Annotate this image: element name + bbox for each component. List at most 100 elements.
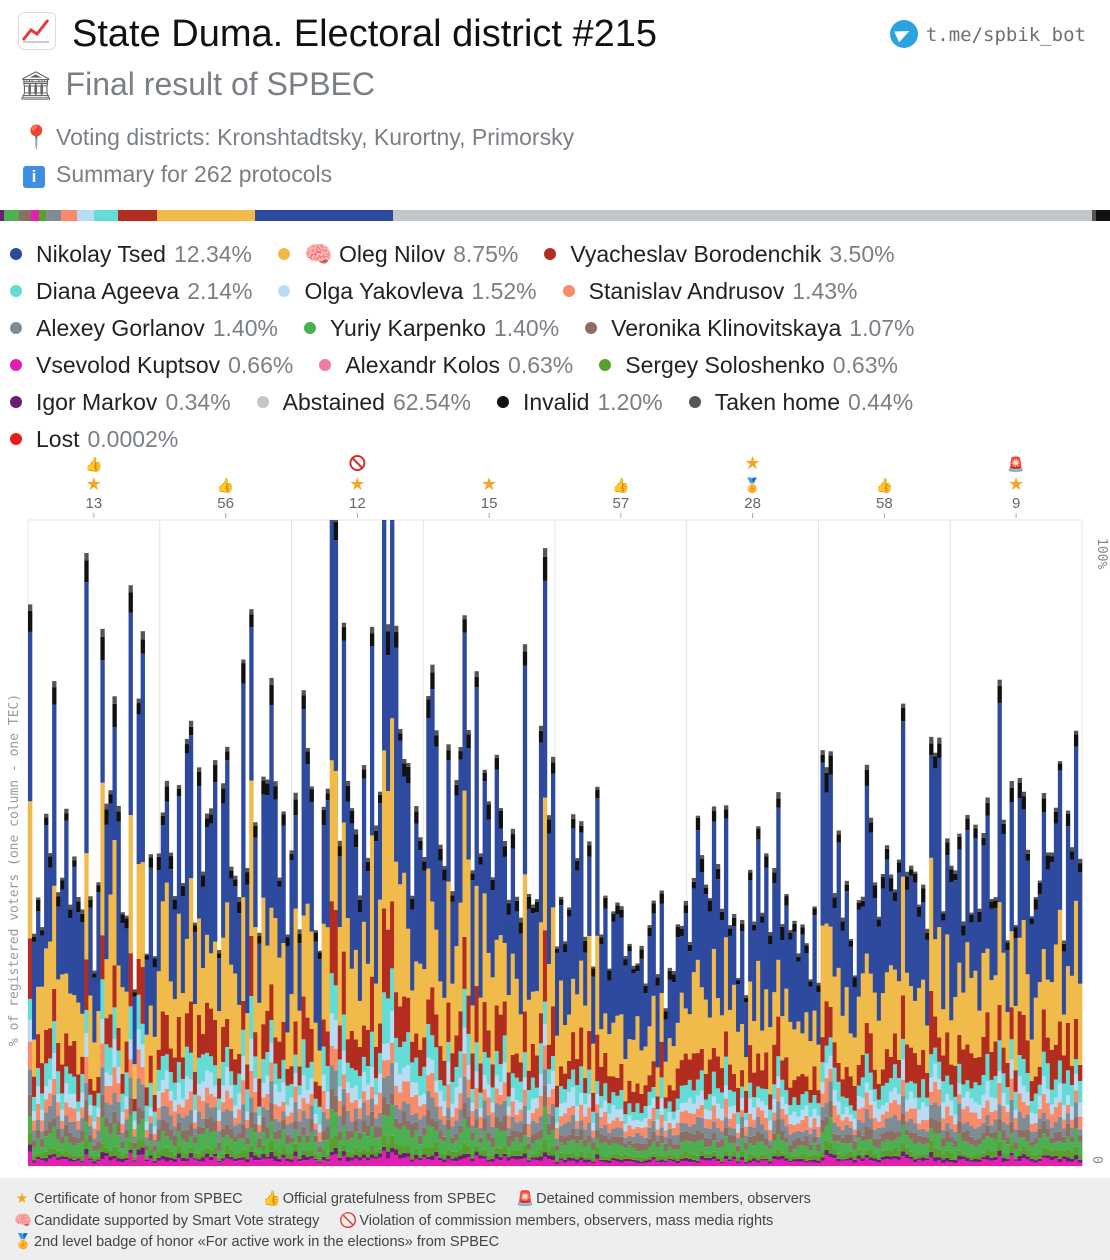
bar-segment-karpenko: [639, 1150, 644, 1157]
bar-segment-taken_home: [430, 664, 435, 673]
bar-segment-yakovleva: [273, 1084, 278, 1105]
bar-segment-borodenchik: [627, 1080, 632, 1104]
bar-segment-yakovleva: [611, 1105, 616, 1121]
bar-segment-ageeva: [683, 1085, 689, 1103]
bar-segment-taken_home: [647, 925, 652, 928]
bar-segment-taken_home: [828, 751, 833, 756]
bar-segment-soloshenko: [892, 1148, 898, 1156]
bar-segment-invalid: [1017, 782, 1022, 799]
bar-segment-borodenchik: [780, 1060, 785, 1080]
bar-segment-gorlanov: [583, 1129, 588, 1140]
bar-segment-borodenchik: [752, 1072, 757, 1098]
bar-segment-andrusov: [760, 1110, 765, 1125]
bar-segment-nilov: [1073, 900, 1079, 1019]
bar-segment-kuptsov: [679, 1161, 685, 1166]
bar-segment-karpenko: [579, 1140, 584, 1152]
bar-segment-soloshenko: [450, 1151, 455, 1159]
bar-segment-nilov: [36, 986, 41, 1035]
bar-segment-andrusov: [575, 1121, 580, 1129]
bar-segment-ageeva: [357, 1076, 363, 1100]
bar-segment-karpenko: [820, 1132, 825, 1152]
bar-segment-taken_home: [410, 895, 415, 899]
bar-segment-invalid: [695, 817, 701, 831]
bar-segment-borodenchik: [937, 1037, 942, 1062]
telegram-link[interactable]: t.me/spbik_bot: [889, 20, 1086, 48]
bar-segment-gorlanov: [438, 1119, 443, 1131]
bar-segment-andrusov: [812, 1118, 817, 1129]
bar-segment-taken_home: [196, 767, 202, 772]
bar-segment-invalid: [884, 848, 890, 860]
bar-segment-karpenko: [957, 1133, 962, 1151]
bar-segment-soloshenko: [192, 1152, 198, 1159]
bar-segment-nilov: [876, 1020, 882, 1084]
bar-segment-soloshenko: [534, 1153, 540, 1158]
bar-segment-yakovleva: [615, 1109, 620, 1118]
bar-segment-nilov: [868, 973, 874, 1034]
bar-segment-borodenchik: [683, 1053, 689, 1086]
bar-segment-karpenko: [96, 1149, 101, 1156]
bar-segment-andrusov: [639, 1127, 644, 1136]
bar-segment-borodenchik: [196, 1014, 202, 1058]
bar-segment-ageeva: [623, 1114, 628, 1125]
bar-segment-soloshenko: [941, 1153, 946, 1160]
bar-segment-tsed: [864, 785, 870, 954]
bar-segment-soloshenko: [434, 1141, 439, 1152]
bar-segment-klinovitskaya: [583, 1139, 588, 1147]
bar-segment-gorlanov: [711, 1121, 717, 1133]
bar-segment-soloshenko: [301, 1149, 306, 1155]
bar-segment-ageeva: [627, 1103, 632, 1116]
bar-segment-andrusov: [1053, 1106, 1059, 1122]
bar-segment-yakovleva: [623, 1124, 628, 1132]
bar-segment-tsed: [357, 912, 363, 1001]
bar-segment-gorlanov: [643, 1137, 648, 1145]
bar-segment-soloshenko: [438, 1153, 443, 1158]
bar-segment-klinovitskaya: [945, 1131, 950, 1142]
bar-segment-taken_home: [225, 746, 230, 752]
bar-segment-tsed: [454, 795, 459, 947]
bar-segment-gorlanov: [699, 1117, 705, 1134]
bar-segment-karpenko: [205, 1128, 210, 1148]
bar-segment-gorlanov: [595, 1112, 600, 1131]
bar-segment-soloshenko: [382, 1135, 387, 1147]
bar-segment-borodenchik: [116, 1027, 121, 1051]
bar-segment-klinovitskaya: [699, 1133, 705, 1141]
bar-segment-klinovitskaya: [317, 1146, 322, 1153]
bar-segment-gorlanov: [719, 1131, 725, 1140]
bar-segment-karpenko: [804, 1145, 809, 1156]
bar-segment-nilov: [599, 1029, 604, 1067]
bar-segment-kuptsov: [611, 1160, 616, 1166]
bar-segment-ageeva: [957, 1063, 962, 1084]
bar-segment-markov: [848, 1157, 853, 1161]
bar-segment-andrusov: [200, 1100, 206, 1119]
bar-segment-ageeva: [1017, 1055, 1022, 1077]
bar-segment-karpenko: [261, 1132, 266, 1145]
bar-segment-nilov: [502, 942, 508, 1002]
bar-segment-klinovitskaya: [522, 1123, 528, 1136]
bar-segment-ageeva: [209, 1056, 214, 1073]
bar-segment-yakovleva: [651, 1098, 656, 1108]
bar-segment-nilov: [458, 902, 463, 1012]
bar-segment-karpenko: [913, 1143, 918, 1156]
bar-segment-ageeva: [687, 1079, 693, 1099]
bar-segment-klinovitskaya: [792, 1140, 797, 1150]
bar-segment-taken_home: [285, 934, 290, 938]
bar-segment-klinovitskaya: [888, 1130, 894, 1141]
bar-segment-gorlanov: [575, 1128, 580, 1136]
bar-segment-borodenchik: [1041, 1009, 1047, 1052]
bar-segment-borodenchik: [655, 1096, 660, 1110]
bar-segment-nilov: [723, 937, 729, 1032]
bar-segment-gorlanov: [715, 1127, 721, 1142]
bar-segment-borodenchik: [993, 1041, 998, 1076]
bar-segment-ageeva: [245, 1089, 250, 1112]
bar-segment-taken_home: [164, 780, 170, 787]
bar-segment-soloshenko: [583, 1156, 588, 1160]
y-tick-label-bottom: 0: [1089, 1156, 1104, 1164]
bar-segment-andrusov: [56, 1102, 61, 1117]
bar-segment-nilov: [808, 1041, 813, 1090]
bar-segment-klinovitskaya: [796, 1137, 801, 1146]
bar-segment-kuptsov: [277, 1162, 282, 1166]
bar-segment-soloshenko: [949, 1152, 954, 1160]
bar-segment-yakovleva: [736, 1123, 741, 1133]
bar-segment-markov: [555, 1161, 560, 1164]
bar-segment-gorlanov: [462, 1076, 467, 1103]
